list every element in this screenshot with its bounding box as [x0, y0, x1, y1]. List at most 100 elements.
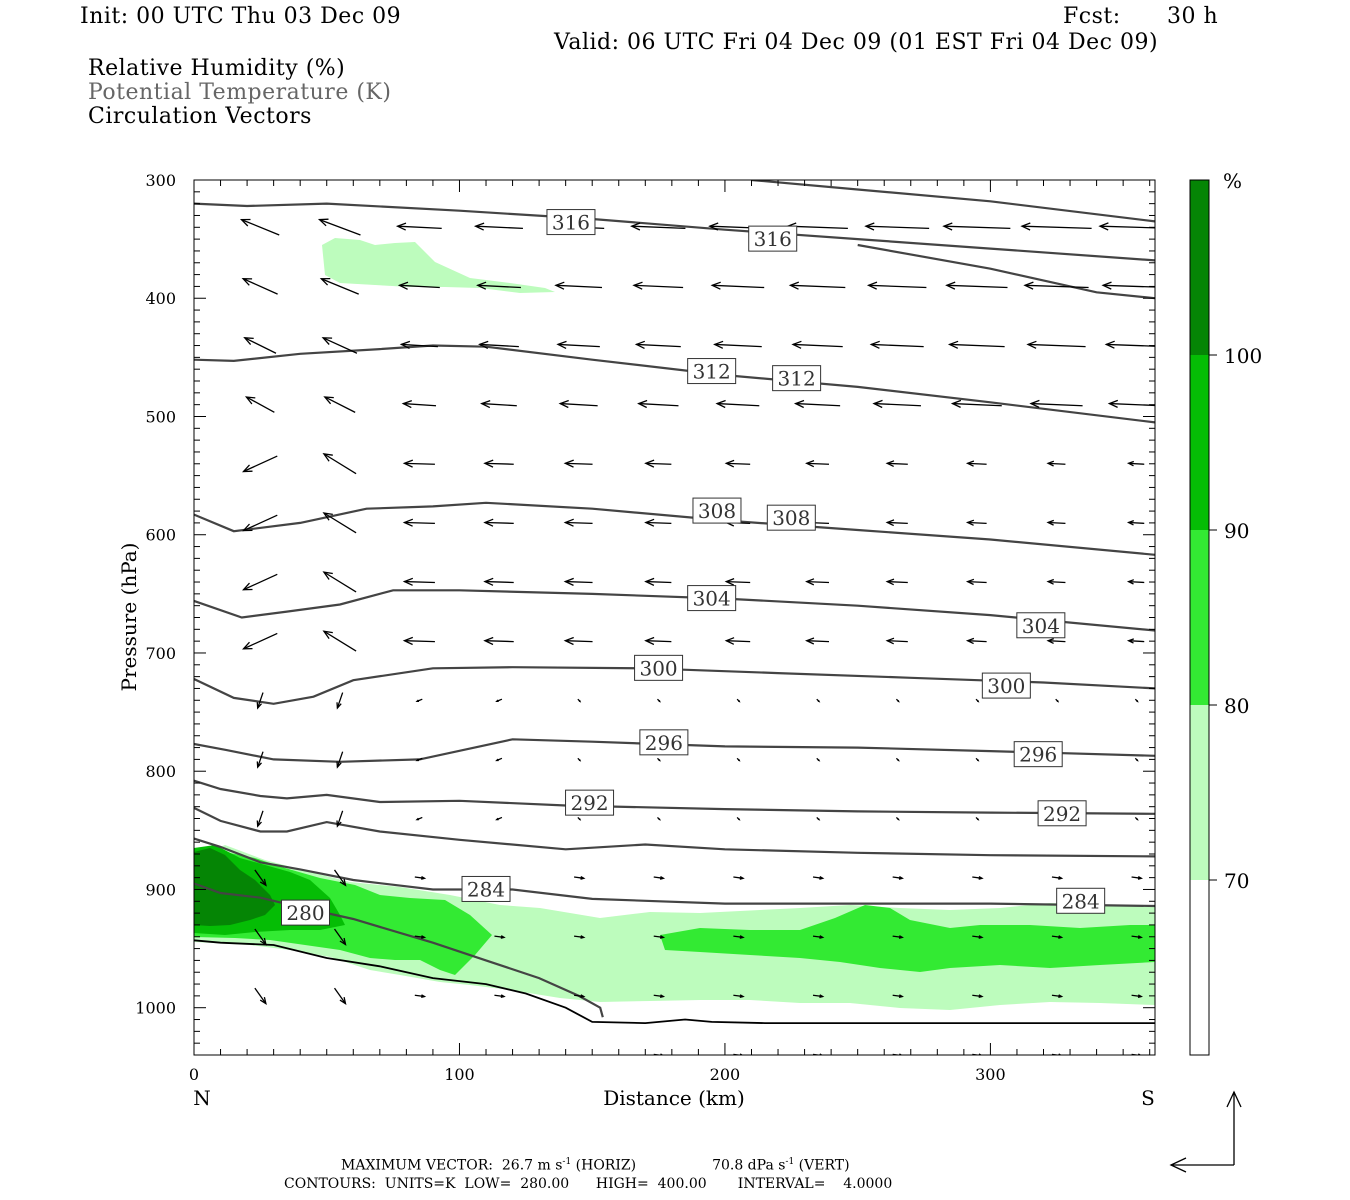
contour-label-box	[687, 358, 737, 385]
circulation-vector	[965, 460, 987, 467]
circulation-vector	[1132, 1172, 1142, 1175]
circulation-vector	[319, 277, 359, 295]
contour-label-text: 312	[778, 367, 816, 391]
colorbar-bin-80	[1190, 530, 1209, 705]
circulation-vector	[1134, 816, 1139, 821]
circulation-vector	[793, 399, 841, 409]
circulation-vector	[885, 637, 908, 645]
circulation-vector	[630, 222, 686, 231]
circulation-vector	[495, 698, 503, 703]
circulation-vector	[972, 935, 984, 939]
circulation-vector	[965, 519, 987, 526]
circulation-vector	[554, 281, 603, 290]
circulation-vector	[972, 1113, 982, 1116]
contour-label-text: 292	[570, 791, 608, 815]
circulation-vector	[657, 816, 661, 821]
circulation-vector	[812, 935, 825, 939]
circulation-vector	[323, 396, 356, 413]
circulation-vector	[473, 222, 523, 231]
contour-label-box	[692, 497, 742, 524]
contour-label-box	[280, 899, 330, 926]
theta-contour-296	[194, 738, 1155, 763]
contour-label-284: 284	[1056, 887, 1106, 914]
valid-time: Valid: 06 UTC Fri 04 Dec 09 (01 EST Fri …	[554, 30, 1159, 55]
circulation-vector	[483, 459, 514, 468]
contour-label-box	[766, 504, 816, 531]
circulation-vector	[321, 337, 358, 354]
circulation-vector	[1134, 698, 1139, 703]
y-tick-label: 900	[145, 880, 176, 899]
max-vector-vert: 70.8 dPa s	[712, 1157, 786, 1174]
circulation-vector	[1101, 281, 1155, 290]
circulation-vector	[813, 1113, 823, 1116]
contour-label-box	[634, 654, 684, 681]
colorbar: % 100 90 80 70	[1189, 169, 1262, 1056]
circulation-vector	[1051, 935, 1064, 939]
circulation-vector	[317, 218, 361, 236]
legend-rh: Relative Humidity (%)	[88, 56, 346, 81]
circulation-vector	[563, 577, 593, 586]
contour-label-284: 284	[461, 875, 511, 902]
circulation-vector	[805, 637, 830, 645]
circulation-vector	[657, 757, 661, 762]
contour-label-text: 296	[645, 731, 683, 755]
circulation-vector	[241, 455, 278, 473]
vert-exponent: -1	[785, 1157, 795, 1167]
circulation-vector	[495, 757, 503, 762]
circulation-vector	[322, 630, 357, 652]
circulation-vector	[872, 399, 921, 409]
vert-label: (VERT)	[794, 1157, 850, 1174]
circulation-vector	[816, 698, 821, 703]
circulation-vector	[414, 876, 427, 880]
circulation-vector	[895, 698, 900, 703]
contour-label-292: 292	[1037, 800, 1087, 827]
circulation-vector	[1107, 399, 1155, 408]
circulation-vector	[715, 399, 760, 409]
contour-label-text: 312	[693, 360, 731, 384]
contour-label-box	[981, 672, 1031, 699]
colorbar-frame	[1189, 179, 1210, 1056]
contour-label-text: 300	[987, 674, 1025, 698]
circulation-vector	[733, 994, 745, 999]
circulation-vector	[657, 698, 661, 703]
south-label: S	[1141, 1086, 1155, 1110]
init-time: Init: 00 UTC Thu 03 Dec 09	[80, 4, 402, 29]
circulation-vector	[644, 577, 672, 586]
circulation-vector	[254, 987, 267, 1005]
colorbar-label-80: 80	[1224, 694, 1249, 718]
circulation-vector	[805, 459, 830, 468]
circulation-vector	[402, 636, 435, 646]
rh-100-region	[194, 848, 275, 926]
circulation-vector	[336, 751, 344, 769]
contour-label-text: 308	[772, 506, 810, 530]
colorbar-label-70: 70	[1224, 869, 1249, 893]
terrain-line	[194, 939, 1155, 1025]
circulation-vector	[653, 876, 666, 880]
contour-label-304: 304	[687, 585, 737, 612]
circulation-vector	[483, 577, 514, 586]
circulation-vector	[254, 869, 267, 887]
circulation-vector	[634, 340, 681, 349]
contour-label-box	[1016, 612, 1066, 639]
circulation-vector	[397, 281, 440, 290]
contour-label-296: 296	[1013, 741, 1063, 768]
circulation-vector	[577, 698, 582, 703]
y-axis-title: Pressure (hPa)	[117, 543, 141, 692]
circulation-vector	[483, 636, 514, 646]
contour-label-box	[687, 585, 737, 612]
colorbar-unit: %	[1223, 169, 1242, 193]
circulation-vector	[241, 278, 278, 295]
circulation-vector	[399, 340, 438, 349]
theta-contour-unlabeled-9	[194, 806, 1155, 858]
theta-contour-304	[194, 589, 1155, 632]
circulation-vector	[322, 571, 357, 593]
circulation-vector	[558, 399, 598, 409]
circulation-vector	[401, 399, 437, 409]
circulation-vector	[644, 518, 672, 527]
circulation-vector	[1126, 638, 1145, 644]
colorbar-label-100: 100	[1224, 344, 1262, 368]
circulation-vector	[414, 935, 427, 939]
circulation-vector	[654, 1113, 664, 1116]
circulation-vector	[816, 757, 821, 762]
circulation-vector	[1131, 935, 1143, 939]
